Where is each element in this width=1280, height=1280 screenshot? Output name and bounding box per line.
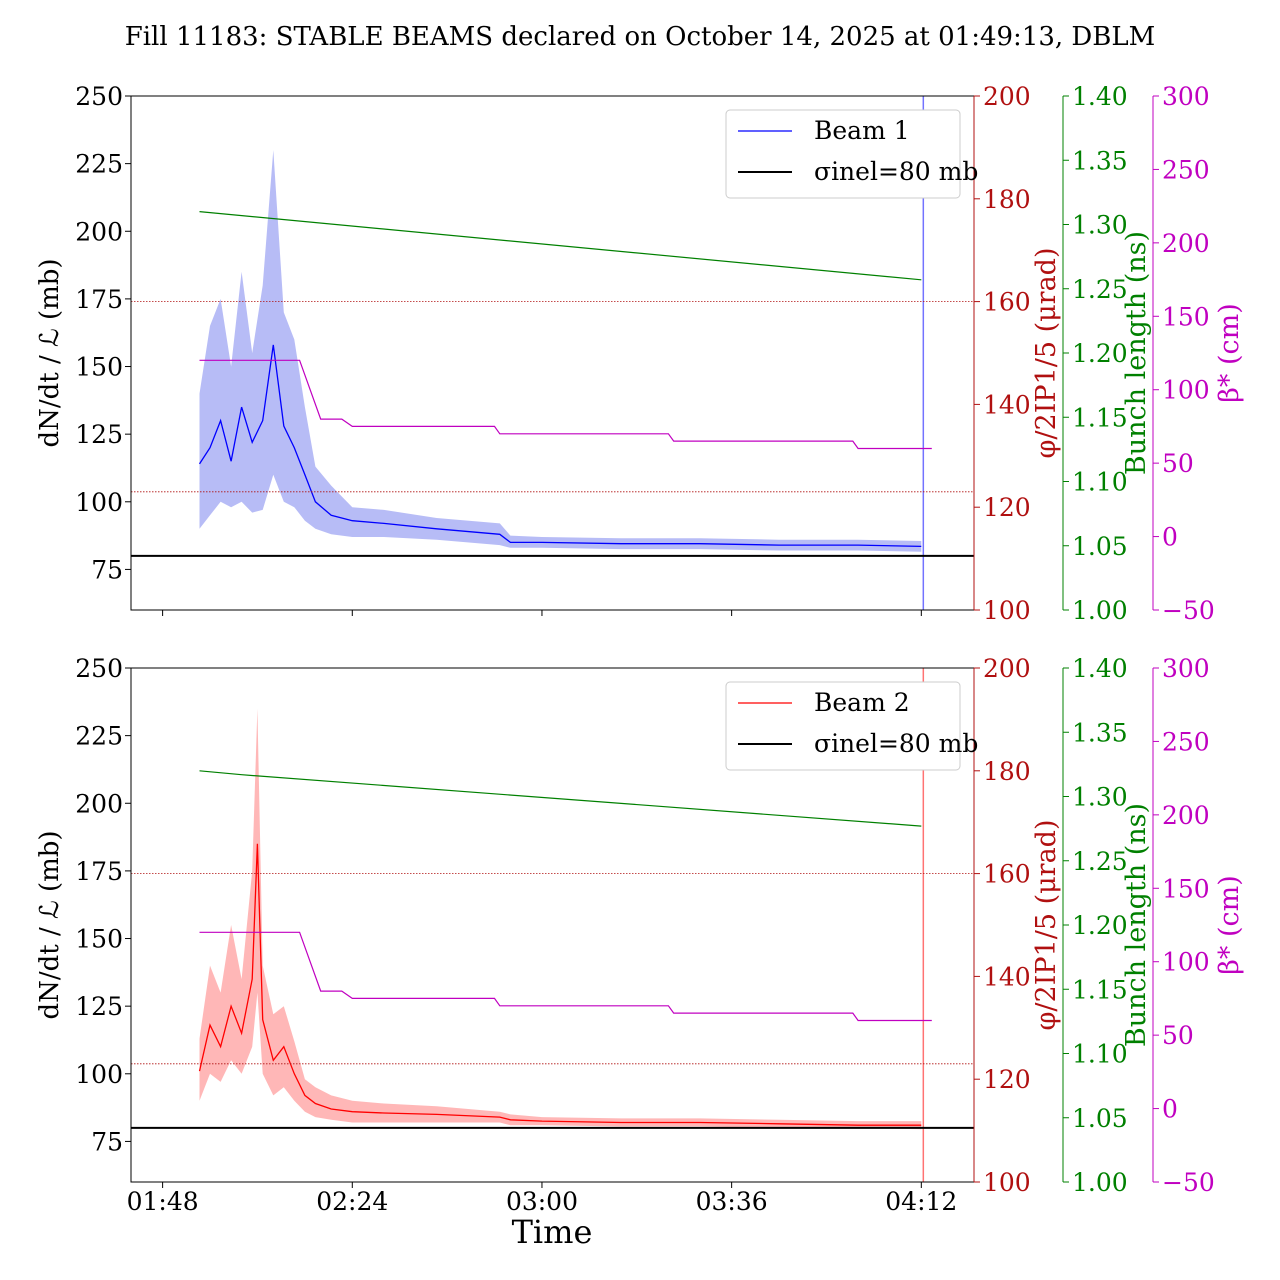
crossing_angle-tick-label: 120	[983, 493, 1031, 522]
crossing_angle-tick-label: 180	[983, 185, 1031, 214]
y-tick-label: 150	[75, 353, 123, 382]
beta_star-tick-label: 300	[1162, 654, 1210, 683]
legend-beam-label: Beam 1	[814, 116, 910, 145]
bunch_length-line	[199, 211, 922, 281]
bunch_length-tick-label: 1.05	[1072, 532, 1128, 561]
beam-line	[198, 843, 922, 1126]
y-tick-label: 75	[91, 555, 123, 584]
legend-beam-label: Beam 2	[814, 688, 910, 717]
bunch_length-tick-label: 1.30	[1072, 211, 1128, 240]
uncertainty-band	[199, 708, 922, 1130]
y-tick-label: 200	[75, 217, 123, 246]
crossing_angle-tick-label: 120	[983, 1065, 1031, 1094]
bunch_length-tick-label: 1.25	[1072, 847, 1128, 876]
crossing_angle-tick-label: 140	[983, 962, 1031, 991]
beta_star-tick-label: 250	[1162, 155, 1210, 184]
x-axis-label: Time	[512, 1213, 593, 1251]
beta_star-tick-label: 100	[1162, 376, 1210, 405]
bunch_length-tick-label: 1.00	[1072, 596, 1128, 625]
crossing_angle-tick-label: 160	[983, 860, 1031, 889]
y-tick-label: 225	[75, 150, 123, 179]
bunch_length-tick-label: 1.00	[1072, 1168, 1128, 1197]
bunch_length-tick-label: 1.35	[1072, 718, 1128, 747]
bunch_length-tick-label: 1.05	[1072, 1104, 1128, 1133]
beta_star-axis-label: β* (cm)	[1214, 303, 1245, 402]
y-tick-label: 175	[75, 857, 123, 886]
beta_star-line	[199, 931, 932, 1022]
crossing_angle-tick-label: 100	[983, 1168, 1031, 1197]
beta_star-tick-label: −50	[1162, 596, 1215, 625]
beta_star-tick-label: 0	[1162, 523, 1178, 552]
x-tick-label: 03:36	[696, 1187, 768, 1216]
y-tick-label: 200	[75, 789, 123, 818]
y-tick-label: 125	[75, 420, 123, 449]
crossing_angle-tick-label: 160	[983, 288, 1031, 317]
beta_star-tick-label: 200	[1162, 801, 1210, 830]
beta_star-tick-label: 300	[1162, 82, 1210, 111]
crossing_angle-tick-label: 140	[983, 390, 1031, 419]
chart-title: Fill 11183: STABLE BEAMS declared on Oct…	[125, 22, 1156, 52]
beam-line	[198, 344, 922, 548]
y-tick-label: 250	[75, 654, 123, 683]
bunch_length-tick-label: 1.25	[1072, 275, 1128, 304]
crossing_angle-tick-label: 180	[983, 757, 1031, 786]
bunch_length-tick-label: 1.10	[1072, 468, 1128, 497]
legend-box	[725, 681, 961, 771]
beta_star-tick-label: 0	[1162, 1095, 1178, 1124]
bunch_length-tick-label: 1.15	[1072, 403, 1128, 432]
panel-bottom: 75 100 125 150 175 200 225 250 dN/dt / ℒ (mb) 100…	[35, 654, 1245, 1216]
beta_star-tick-label: 200	[1162, 229, 1210, 258]
bunch_length-tick-label: 1.20	[1072, 911, 1128, 940]
legend-sigma-label: σinel=80 mb	[814, 157, 978, 186]
uncertainty-band	[199, 150, 922, 552]
beta_star-line	[199, 359, 932, 450]
bunch_length-axis-label: Bunch length (ns)	[1121, 231, 1152, 475]
x-tick-label: 02:24	[316, 1187, 388, 1216]
bunch_length-axis-label: Bunch length (ns)	[1121, 803, 1152, 1047]
y-tick-label: 150	[75, 925, 123, 954]
beta_star-axis-label: β* (cm)	[1214, 875, 1245, 974]
y-axis-label: dN/dt / ℒ (mb)	[35, 258, 65, 447]
legend-sigma-label: σinel=80 mb	[814, 729, 978, 758]
bunch_length-tick-label: 1.30	[1072, 783, 1128, 812]
y-tick-label: 100	[75, 1060, 123, 1089]
crossing_angle-axis-label: φ/2IP1/5 (μrad)	[1031, 248, 1062, 459]
beta_star-tick-label: 50	[1162, 1021, 1194, 1050]
bunch_length-tick-label: 1.40	[1072, 82, 1128, 111]
bunch_length-tick-label: 1.10	[1072, 1040, 1128, 1069]
bunch_length-line	[199, 770, 922, 827]
beta_star-tick-label: −50	[1162, 1168, 1215, 1197]
beta_star-tick-label: 50	[1162, 449, 1194, 478]
y-tick-label: 225	[75, 722, 123, 751]
y-tick-label: 175	[75, 285, 123, 314]
x-tick-label: 01:48	[127, 1187, 199, 1216]
bunch_length-tick-label: 1.15	[1072, 975, 1128, 1004]
bunch_length-tick-label: 1.20	[1072, 339, 1128, 368]
y-tick-label: 250	[75, 82, 123, 111]
y-tick-label: 75	[91, 1127, 123, 1156]
crossing_angle-tick-label: 200	[983, 82, 1031, 111]
y-axis-label: dN/dt / ℒ (mb)	[35, 830, 65, 1019]
beta_star-tick-label: 150	[1162, 302, 1210, 331]
y-tick-label: 125	[75, 992, 123, 1021]
crossing_angle-tick-label: 100	[983, 596, 1031, 625]
bunch_length-tick-label: 1.40	[1072, 654, 1128, 683]
beta_star-tick-label: 250	[1162, 727, 1210, 756]
beta_star-tick-label: 100	[1162, 948, 1210, 977]
legend-box	[725, 109, 961, 199]
y-tick-label: 100	[75, 488, 123, 517]
x-tick-label: 03:00	[506, 1187, 578, 1216]
panel-top: 75 100 125 150 175 200 225 250 dN/dt / ℒ (mb) 100…	[35, 82, 1245, 625]
beta_star-tick-label: 150	[1162, 874, 1210, 903]
bunch_length-tick-label: 1.35	[1072, 146, 1128, 175]
crossing_angle-tick-label: 200	[983, 654, 1031, 683]
crossing_angle-axis-label: φ/2IP1/5 (μrad)	[1031, 820, 1062, 1031]
x-tick-label: 04:12	[885, 1187, 957, 1216]
